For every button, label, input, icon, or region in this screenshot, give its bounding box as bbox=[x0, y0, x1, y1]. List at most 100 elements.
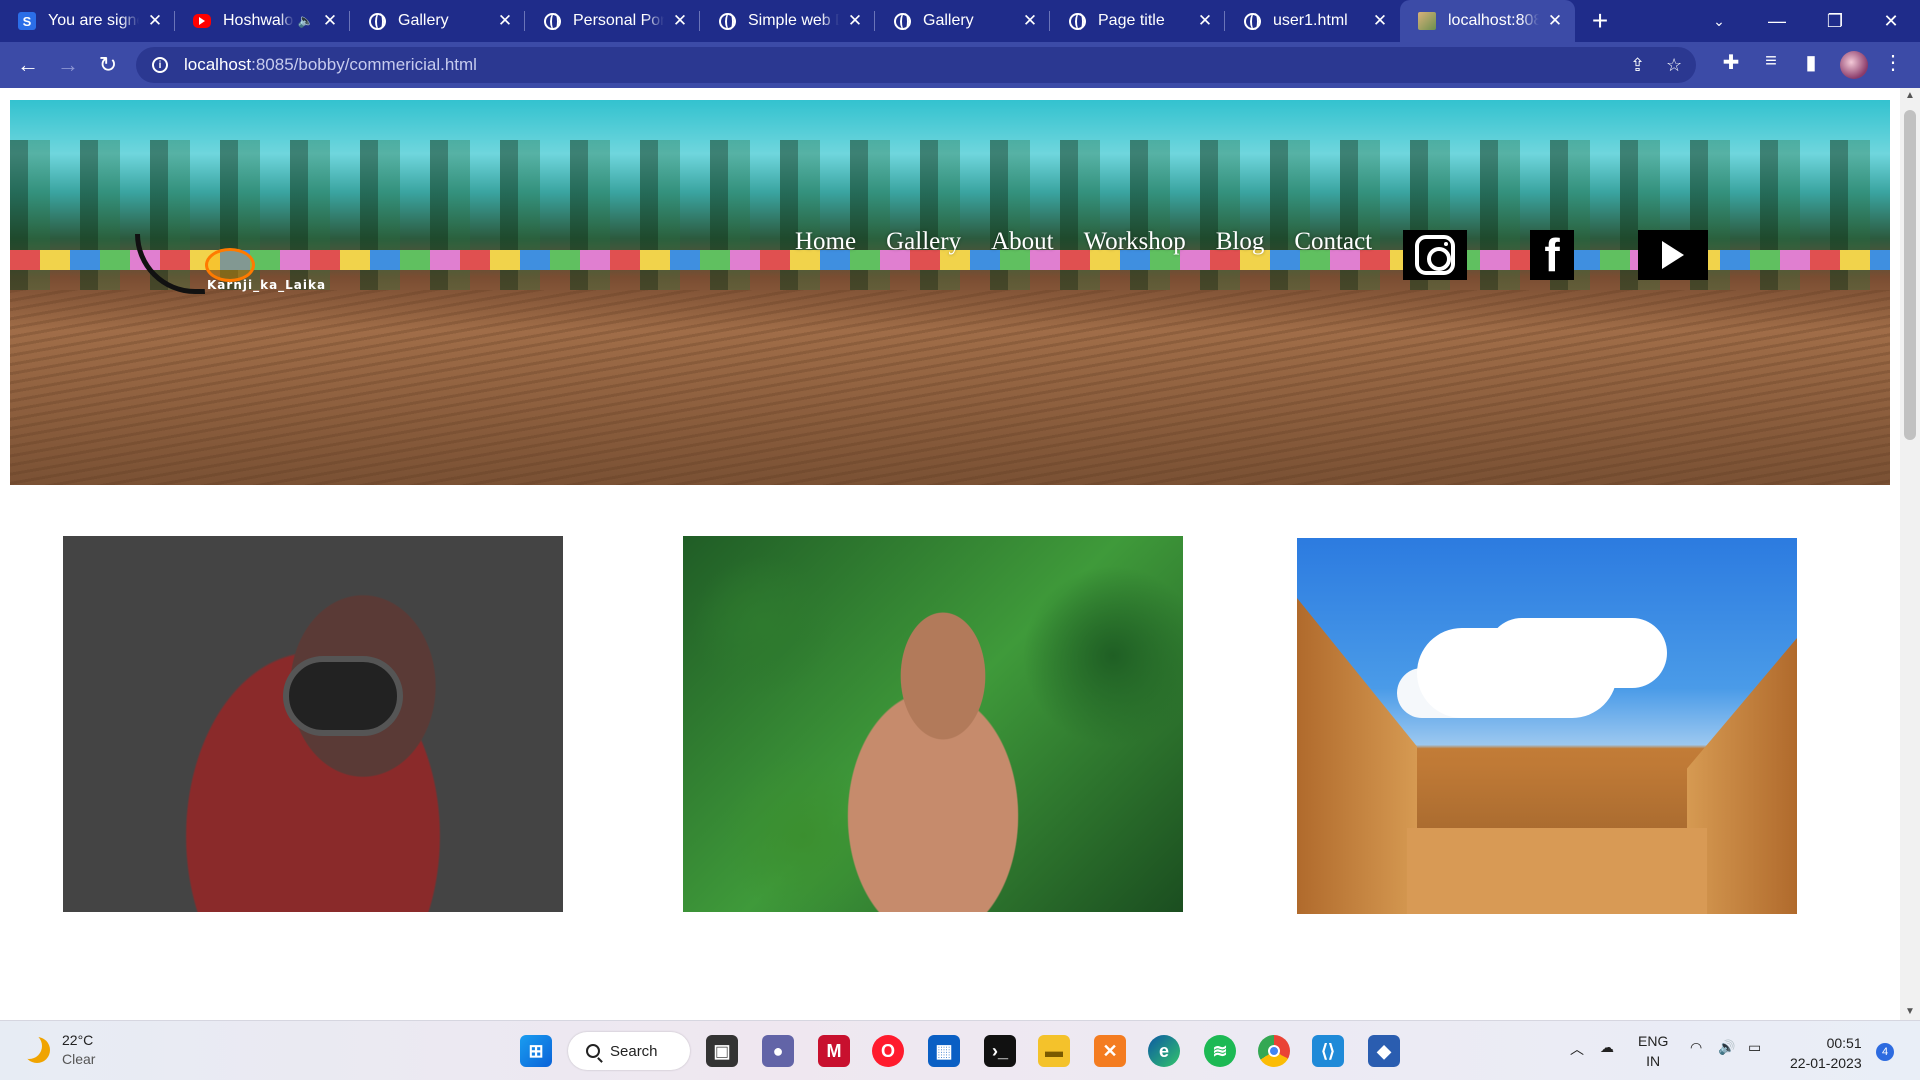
tab-title: Hoshwalo bbox=[223, 12, 294, 29]
new-tab-button[interactable]: + bbox=[1591, 5, 1609, 36]
scroll-up-arrow-icon[interactable]: ▲ bbox=[1905, 90, 1915, 101]
scroll-down-arrow-icon[interactable]: ▼ bbox=[1905, 1006, 1915, 1017]
close-icon[interactable]: ✕ bbox=[322, 11, 338, 30]
profile-avatar[interactable] bbox=[1840, 51, 1868, 79]
clock-time: 00:51 bbox=[1826, 1035, 1862, 1051]
teams-chat-icon[interactable]: ● bbox=[762, 1035, 794, 1067]
system-clock[interactable]: 00:51 22-01-2023 bbox=[1790, 1033, 1862, 1073]
nav-contact[interactable]: Contact bbox=[1294, 228, 1373, 255]
close-icon[interactable]: ✕ bbox=[147, 11, 163, 30]
address-bar[interactable]: i localhost:8085/bobby/commericial.html … bbox=[136, 47, 1696, 83]
clock-date: 22-01-2023 bbox=[1790, 1055, 1862, 1071]
logo-text: Karnji_ka_Laika bbox=[207, 278, 327, 292]
virtualbox-icon[interactable]: ◆ bbox=[1368, 1035, 1400, 1067]
forward-button[interactable]: → bbox=[57, 52, 79, 77]
terminal-icon[interactable]: ›_ bbox=[984, 1035, 1016, 1067]
tab-gallery[interactable]: Gallery ✕ bbox=[350, 0, 525, 42]
menu-kebab-icon[interactable]: ⋮ bbox=[1883, 52, 1903, 74]
speaker-icon[interactable]: 🔈 bbox=[297, 13, 314, 28]
taskbar-search[interactable]: Search bbox=[568, 1032, 690, 1070]
instagram-link[interactable] bbox=[1403, 230, 1467, 280]
close-icon[interactable]: ✕ bbox=[497, 11, 513, 30]
weather-condition: Clear bbox=[62, 1051, 96, 1067]
site-favicon bbox=[1418, 12, 1436, 30]
notification-badge[interactable]: 4 bbox=[1876, 1043, 1894, 1061]
windows-start-icon[interactable]: ⊞ bbox=[520, 1035, 552, 1067]
globe-icon bbox=[718, 12, 736, 30]
youtube-icon bbox=[193, 14, 211, 28]
globe-icon bbox=[368, 12, 386, 30]
vscode-icon[interactable]: ⟨⟩ bbox=[1312, 1035, 1344, 1067]
nav-home[interactable]: Home bbox=[795, 228, 857, 255]
tab-localhost-active[interactable]: localhost:8085 ✕ bbox=[1400, 0, 1575, 42]
page-scrollbar[interactable]: ▲ ▼ bbox=[1900, 88, 1920, 1020]
onedrive-icon[interactable]: ☁ bbox=[1600, 1039, 1614, 1055]
minimize-button[interactable]: — bbox=[1768, 10, 1786, 31]
close-icon[interactable]: ✕ bbox=[1022, 11, 1038, 30]
youtube-link[interactable] bbox=[1638, 230, 1708, 280]
tab-gallery-2[interactable]: Gallery ✕ bbox=[875, 0, 1050, 42]
gallery-photo-palace-courtyard[interactable] bbox=[1297, 538, 1797, 914]
nav-workshop[interactable]: Workshop bbox=[1083, 228, 1186, 255]
extensions-puzzle-icon[interactable]: ✚ bbox=[1722, 52, 1740, 74]
media-control-icon[interactable]: ≡ bbox=[1765, 50, 1777, 72]
language-line1: ENG bbox=[1638, 1033, 1669, 1049]
tab-page-title[interactable]: Page title ✕ bbox=[1050, 0, 1225, 42]
microsoft-store-icon[interactable]: ▦ bbox=[928, 1035, 960, 1067]
globe-icon bbox=[1068, 12, 1086, 30]
volume-icon[interactable]: 🔊 bbox=[1718, 1039, 1736, 1055]
palace-wall-left bbox=[1297, 598, 1417, 914]
restore-button[interactable]: ❐ bbox=[1826, 10, 1844, 31]
close-icon[interactable]: ✕ bbox=[672, 11, 688, 30]
close-window-button[interactable]: ✕ bbox=[1883, 10, 1899, 31]
share-icon[interactable]: ⇪ bbox=[1630, 55, 1646, 75]
close-icon[interactable]: ✕ bbox=[1197, 11, 1213, 30]
close-icon[interactable]: ✕ bbox=[1372, 11, 1388, 30]
weather-widget[interactable]: 22°C Clear bbox=[24, 1031, 95, 1069]
tab-user1[interactable]: user1.html ✕ bbox=[1225, 0, 1400, 42]
gallery-photo-elderly-woman[interactable] bbox=[683, 536, 1183, 912]
opera-icon[interactable]: O bbox=[872, 1035, 904, 1067]
chrome-icon[interactable] bbox=[1258, 1035, 1290, 1067]
close-icon[interactable]: ✕ bbox=[847, 11, 863, 30]
spotify-icon[interactable]: ≋ bbox=[1204, 1035, 1236, 1067]
mcafee-icon[interactable]: M bbox=[818, 1035, 850, 1067]
search-label: Search bbox=[610, 1042, 658, 1060]
globe-icon bbox=[893, 12, 911, 30]
wifi-icon[interactable]: ◠ bbox=[1690, 1039, 1703, 1055]
s-app-icon: S bbox=[18, 12, 36, 30]
task-view-icon[interactable]: ▣ bbox=[706, 1035, 738, 1067]
nav-gallery[interactable]: Gallery bbox=[886, 228, 962, 255]
site-info-icon[interactable]: i bbox=[152, 57, 168, 73]
cloud bbox=[1417, 628, 1617, 718]
battery-icon[interactable]: ▭ bbox=[1748, 1039, 1762, 1055]
show-hidden-icons-chevron-icon[interactable]: ︿ bbox=[1570, 1041, 1584, 1057]
scrollbar-thumb[interactable] bbox=[1904, 110, 1916, 440]
tab-personal-portfolio[interactable]: Personal Portf ✕ bbox=[525, 0, 700, 42]
tab-signed-in[interactable]: S You are signed ✕ bbox=[0, 0, 175, 42]
youtube-play-icon bbox=[1662, 241, 1684, 269]
tab-youtube[interactable]: Hoshwalo 🔈 ✕ bbox=[175, 0, 350, 42]
facebook-link[interactable]: f bbox=[1530, 230, 1574, 280]
tab-simple-web[interactable]: Simple web D ✕ bbox=[700, 0, 875, 42]
globe-icon bbox=[1243, 12, 1261, 30]
file-explorer-icon[interactable]: ▬ bbox=[1038, 1035, 1070, 1067]
search-icon bbox=[586, 1044, 600, 1058]
nav-blog[interactable]: Blog bbox=[1215, 228, 1265, 255]
reload-button[interactable]: ↻ bbox=[98, 52, 118, 77]
close-icon[interactable]: ✕ bbox=[1547, 11, 1563, 30]
side-panel-icon[interactable]: ▮ bbox=[1805, 52, 1817, 74]
language-indicator[interactable]: ENG IN bbox=[1638, 1031, 1668, 1071]
tab-title: Gallery bbox=[923, 12, 974, 29]
site-logo[interactable]: Karnji_ka_Laika bbox=[135, 234, 335, 304]
tab-search-chevron-icon[interactable]: ⌄ bbox=[1713, 12, 1725, 29]
gallery-photo-photographer[interactable] bbox=[63, 536, 563, 912]
nav-about[interactable]: About bbox=[991, 228, 1054, 255]
back-button[interactable]: ← bbox=[17, 52, 39, 77]
edge-icon[interactable]: e bbox=[1148, 1035, 1180, 1067]
xampp-icon[interactable]: ✕ bbox=[1094, 1035, 1126, 1067]
url-path: :8085/bobby/commericial.html bbox=[251, 55, 477, 74]
sand-texture bbox=[10, 290, 1890, 485]
bookmark-star-icon[interactable]: ☆ bbox=[1666, 55, 1683, 75]
temperature: 22°C bbox=[62, 1032, 94, 1048]
